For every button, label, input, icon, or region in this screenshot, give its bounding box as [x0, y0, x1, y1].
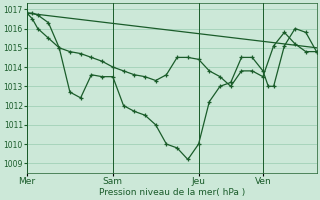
X-axis label: Pression niveau de la mer( hPa ): Pression niveau de la mer( hPa )	[99, 188, 245, 197]
